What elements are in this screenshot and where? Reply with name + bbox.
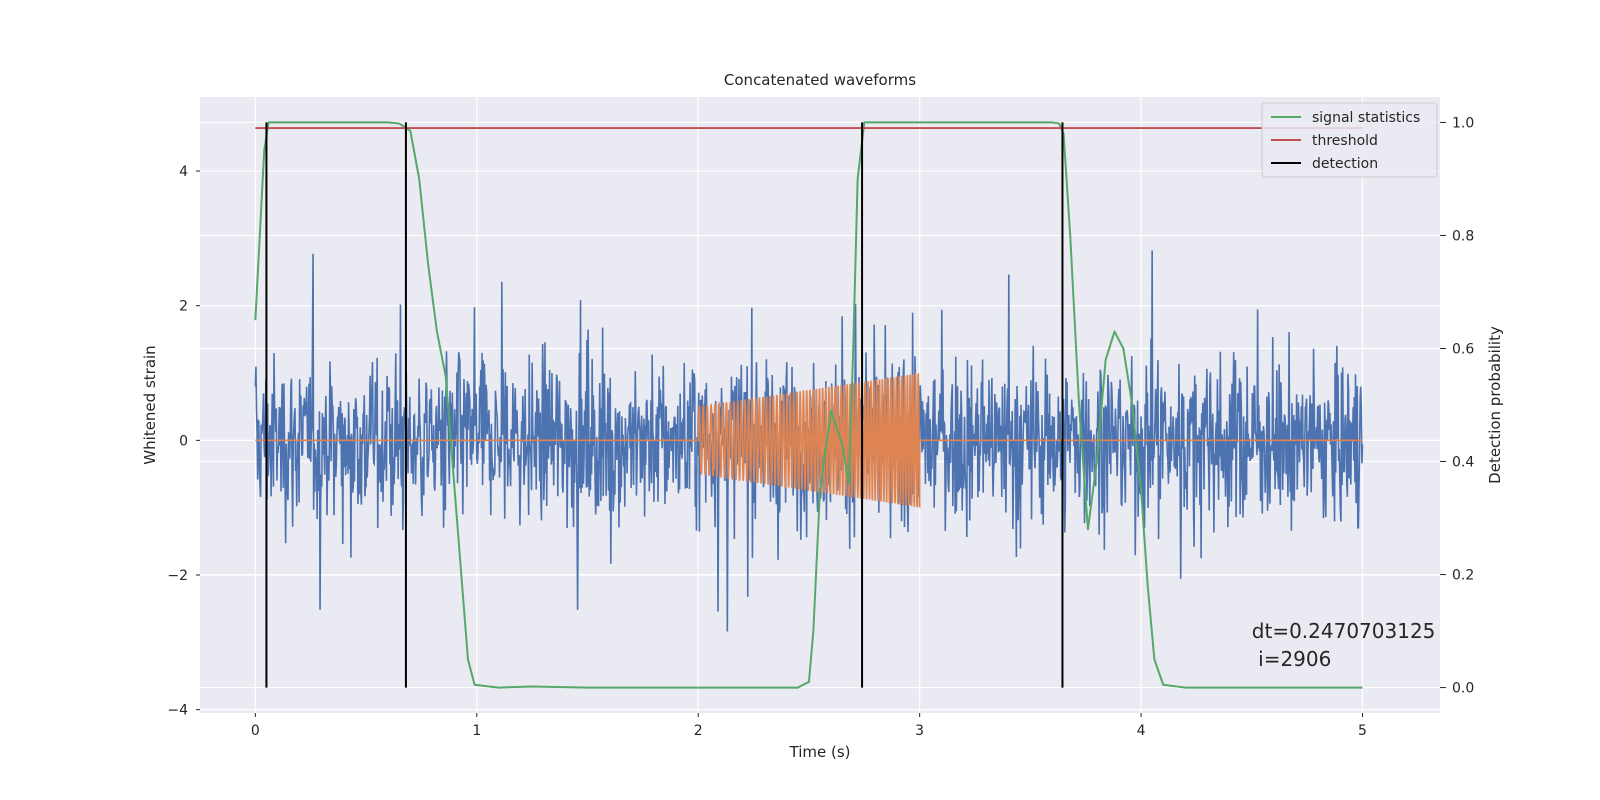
- y2-axis-label: Detection probability: [1486, 326, 1504, 484]
- y2-tick-label: 0.2: [1452, 568, 1474, 584]
- y-tick-label: −2: [167, 568, 188, 584]
- y2-tick-label: 0.6: [1452, 341, 1474, 357]
- y-tick-label: 2: [179, 299, 188, 315]
- legend-label-threshold: threshold: [1312, 133, 1378, 149]
- legend: signal statistics threshold detection: [1261, 102, 1438, 178]
- detection-series: [265, 122, 1064, 688]
- y-axis-label: Whitened strain: [141, 345, 159, 464]
- y-tick-label: 0: [179, 433, 188, 449]
- chart-title: Concatenated waveforms: [724, 71, 916, 89]
- x-tick-label: 0: [251, 723, 260, 739]
- x-tick-label: 3: [915, 723, 924, 739]
- y2-tick-label: 0.0: [1452, 681, 1474, 697]
- injection-series: [255, 371, 1363, 508]
- annotation-dt: dt=0.2470703125: [1252, 619, 1436, 643]
- annotation-index: i=2906: [1252, 647, 1332, 671]
- y-tick-label: 4: [179, 164, 188, 180]
- y-axis-ticks: −4 −2 0 2 4: [167, 164, 200, 719]
- x-tick-label: 1: [472, 723, 481, 739]
- x-tick-label: 4: [1137, 723, 1146, 739]
- legend-box: [1261, 102, 1438, 178]
- y2-axis-ticks: 0.0 0.2 0.4 0.6 0.8 1.0: [1440, 115, 1474, 697]
- y2-tick-label: 1.0: [1452, 115, 1474, 131]
- y-tick-label: −4: [167, 703, 188, 719]
- y2-tick-label: 0.8: [1452, 228, 1474, 244]
- legend-label-signal-statistics: signal statistics: [1312, 110, 1420, 126]
- x-axis-label: Time (s): [789, 743, 851, 761]
- x-tick-label: 2: [694, 723, 703, 739]
- y2-tick-label: 0.4: [1452, 455, 1474, 471]
- x-axis-ticks: 0 1 2 3 4 5: [251, 713, 1367, 739]
- legend-label-detection: detection: [1312, 156, 1378, 172]
- x-tick-label: 5: [1358, 723, 1367, 739]
